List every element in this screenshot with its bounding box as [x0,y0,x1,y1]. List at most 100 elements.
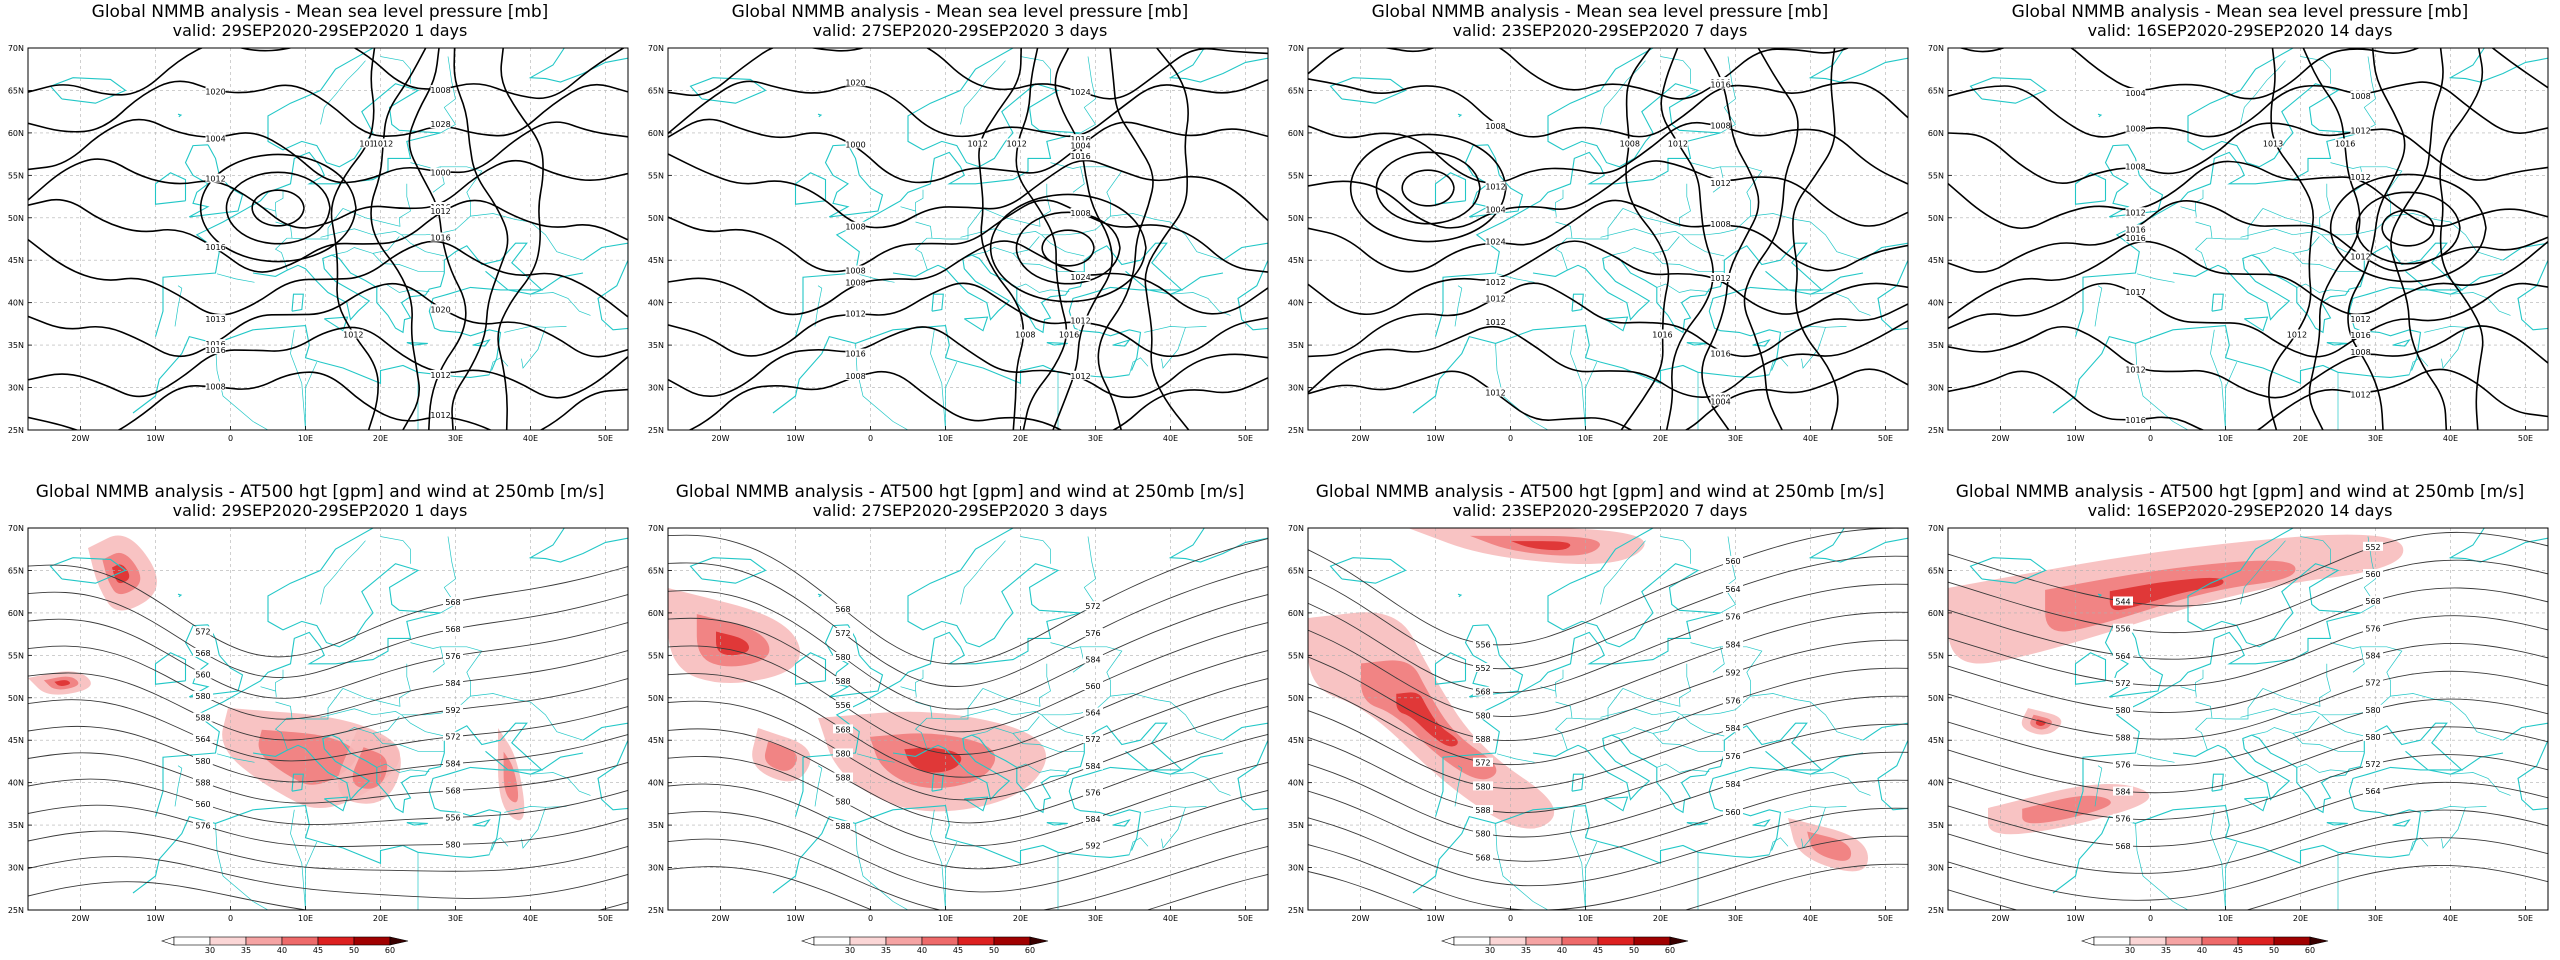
colorbar-segment [957,936,995,946]
contour-label: 560 [195,800,210,809]
contour-label: 1016 [1710,81,1730,90]
height-contour [668,562,1268,687]
coastline [1765,750,1864,775]
contour-label-bg [430,119,451,129]
panel-mslp-7days: Global NMMB analysis - Mean sea level pr… [1280,0,1920,480]
lon-label: 50E [1878,914,1893,923]
height-contour [1948,781,2548,847]
coastline [1969,557,2047,584]
border-line [1585,841,1598,910]
contour-label-bg [845,370,866,380]
contour-label-bg [833,748,853,758]
contour-label: 1020 [205,88,225,97]
border-line [1554,237,1572,271]
lat-label: 30N [648,384,664,393]
lon-label: 20W [711,914,729,923]
contour-label: 584 [2115,788,2130,797]
border-line [915,189,924,217]
coastline [582,242,628,331]
contour-label: 572 [1085,735,1100,744]
height-contour [668,617,1268,733]
border-line [2240,213,2451,238]
contour-label: 584 [445,760,460,769]
contour-label-bg [1723,723,1743,733]
border-line [814,285,823,327]
border-line [900,206,916,212]
contour-label-bg [1473,781,1493,791]
contour-label: 1016 [1070,152,1090,161]
lat-label: 30N [648,864,664,873]
lon-label: 10E [1578,914,1593,923]
contour-label-bg [1070,140,1091,150]
contour-label: 580 [2115,706,2130,715]
contour-label: 1012 [968,140,988,149]
lat-label: 65N [648,566,664,575]
border-line [2450,221,2504,261]
coastline [184,624,244,698]
contour-label: 568 [195,649,210,658]
contour-label: 1004 [205,135,225,144]
contour-label: 1016 [2335,140,2355,149]
contour-label-bg [845,277,866,287]
contour-label: 568 [445,625,460,634]
lon-label: 40E [1163,434,1178,443]
height-contour [28,591,628,679]
isobar [1660,48,1714,430]
lat-label: 60N [648,129,664,138]
border-line [1611,716,1680,736]
border-line [2195,688,2264,720]
contour-label: 560 [1725,808,1740,817]
contour-label-bg [2125,364,2146,374]
border-line [1600,693,1811,718]
coastline [154,652,187,685]
contour-label-bg [1485,181,1506,191]
contour-label-bg [2113,705,2133,715]
border-line [2330,642,2365,673]
coastline [931,773,944,792]
lon-label: 0 [1508,434,1513,443]
contour-label-bg [443,677,463,687]
contour-label-bg [193,626,213,636]
coastline [1222,722,1268,811]
contour-label-bg [443,704,463,714]
contour-label-bg [443,785,463,795]
contour-label: 1016 [205,346,225,355]
lat-label: 25N [1288,906,1304,915]
contour-label-bg [833,627,853,637]
border-line [1495,343,1549,430]
coastline [154,172,187,205]
contour-label: 552 [2365,543,2380,552]
lon-label: 20E [1653,914,1668,923]
height-contour [1948,865,2548,910]
coastline [772,805,1130,894]
border-line [320,60,366,125]
isobar [370,48,427,430]
panel-title: Global NMMB analysis - Mean sea level pr… [91,2,549,22]
lon-label: 20W [1991,434,2009,443]
contour-label-bg [443,758,463,768]
border-line [2360,166,2403,217]
height-contour [28,725,628,783]
border-line [2441,327,2466,369]
height-contour [1308,807,1908,887]
contour-label: 1017 [2125,288,2145,297]
contour-label: 1008 [2125,162,2145,171]
height-contour [668,673,1268,778]
border-line [1080,56,1096,134]
border-line [1454,765,1463,807]
border-line [1170,772,1231,796]
lon-label: 0 [228,434,233,443]
border-line [2240,540,2286,605]
height-contour [28,778,628,826]
contour-label: 592 [1725,668,1740,677]
lat-label: 65N [648,86,664,95]
contour-label: 1004 [2125,89,2145,98]
panel-z500-7days: Global NMMB analysis - AT500 hgt [gpm] a… [1280,480,1920,960]
height-contour [28,672,628,741]
contour-label-bg [2350,314,2371,324]
border-line [521,327,546,369]
border-line [1128,357,1149,375]
map-plot: 568 572 572 576 580 584 588 560 556 564 568 572 580 5… [648,524,1269,923]
height-contour [1948,531,2548,607]
border-line [960,540,1006,605]
